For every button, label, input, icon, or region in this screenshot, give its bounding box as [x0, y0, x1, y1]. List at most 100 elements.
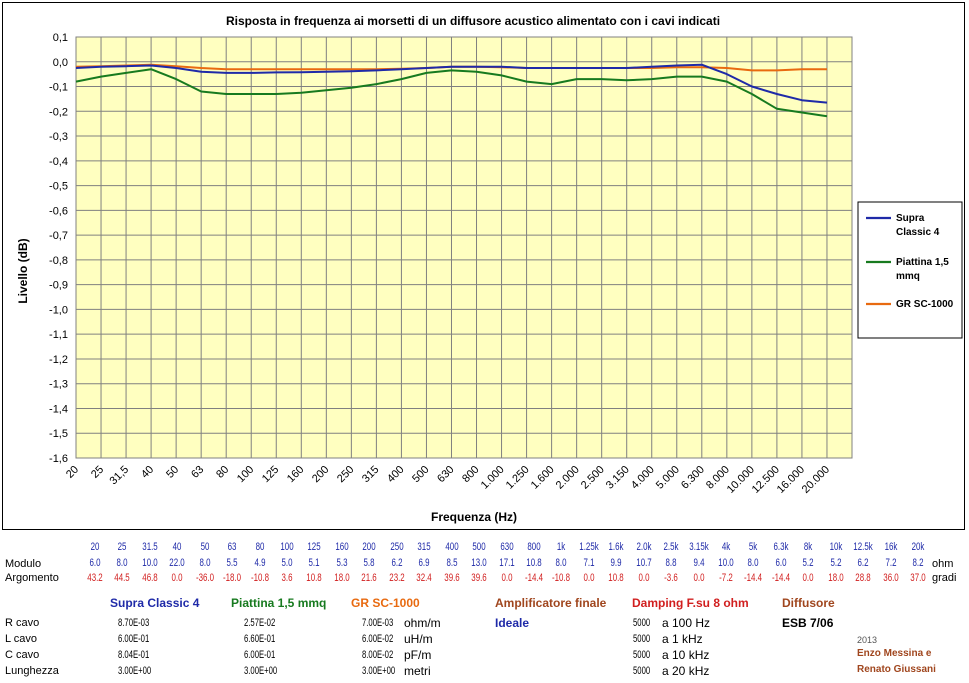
argomento-cell: -14.4 [744, 572, 763, 584]
y-tick-label: 0,0 [53, 57, 68, 69]
amplifier-title: Amplificatore finale [495, 596, 607, 610]
freq-cell: 2.0k [636, 541, 652, 553]
modulo-cell: 5.0 [281, 557, 293, 569]
freq-cell: 16k [884, 541, 897, 553]
modulo-cell: 6.2 [857, 557, 869, 569]
x-tick-label: 200 [310, 464, 331, 485]
argomento-cell: 0.0 [171, 572, 183, 584]
modulo-cell: 22.0 [169, 557, 186, 569]
y-tick-label: -0,3 [49, 131, 68, 143]
y-axis-label: Livello (dB) [16, 238, 30, 303]
x-tick-label: 2.500 [579, 464, 607, 492]
y-tick-label: -0,6 [49, 205, 68, 217]
x-tick-label: 40 [139, 464, 156, 481]
modulo-label: Modulo [5, 558, 42, 570]
x-tick-label: 250 [335, 464, 356, 485]
y-tick-label: -1,1 [49, 329, 68, 341]
argomento-cell: 44.5 [114, 572, 131, 584]
piattina-c: 6.00E-01 [244, 649, 276, 661]
freq-cell: 2.5k [663, 541, 679, 553]
argomento-cell: 46.8 [142, 572, 158, 584]
damping-title: Damping F.su 8 ohm [632, 596, 749, 610]
y-tick-label: -0,7 [49, 230, 68, 242]
legend: Supra Classic 4 Piattina 1,5 mmq GR SC-1… [857, 201, 963, 339]
x-tick-label: 500 [410, 464, 431, 485]
gr-c: 8.00E-02 [362, 649, 394, 661]
argomento-cell: 3.6 [281, 572, 293, 584]
modulo-cell: 10.8 [526, 557, 542, 569]
freq-cell: 1k [557, 541, 566, 553]
modulo-cell: 8.0 [555, 557, 567, 569]
gr-l: 6.00E-02 [362, 633, 394, 645]
chart-svg: Risposta in frequenza ai morsetti di un … [16, 14, 963, 524]
amplifier-value: Ideale [495, 616, 530, 630]
damping-value-1: 5000 [633, 617, 651, 629]
freq-cell: 315 [417, 541, 431, 553]
y-tick-label: -1,0 [49, 304, 68, 316]
damping-value-3: 5000 [633, 649, 651, 661]
x-tick-label: 2.000 [554, 464, 582, 492]
legend-label-piattina-2: mmq [896, 271, 920, 282]
argomento-cell: 10.8 [608, 572, 624, 584]
modulo-cell: 6.9 [418, 557, 430, 569]
argomento-cell: -14.4 [771, 572, 790, 584]
argomento-cell: -10.8 [552, 572, 571, 584]
modulo-cell: 10.0 [718, 557, 734, 569]
argomento-cell: 0.0 [802, 572, 814, 584]
gr-r: 7.00E-03 [362, 617, 394, 629]
x-tick-label: 1.000 [479, 464, 507, 492]
x-tick-label: 20.000 [800, 464, 832, 496]
modulo-unit: ohm [932, 558, 954, 570]
freq-cell: 50 [200, 541, 210, 553]
freq-cell: 250 [390, 541, 404, 553]
damping-label-1: a 100 Hz [662, 616, 711, 630]
argomento-cell: 36.0 [882, 572, 899, 584]
legend-label-supra-2: Classic 4 [896, 227, 940, 238]
argomento-cell: 0.0 [583, 572, 595, 584]
modulo-cell: 5.1 [308, 557, 320, 569]
argomento-cell: 18.0 [827, 572, 844, 584]
y-tick-label: 0,1 [53, 32, 68, 44]
freq-cell: 1.6k [608, 541, 624, 553]
argomento-label: Argomento [5, 572, 59, 584]
damping-label-3: a 10 kHz [662, 648, 710, 662]
x-tick-label: 315 [360, 464, 381, 485]
x-tick-label: 1.250 [504, 464, 532, 492]
row-label-l: L cavo [5, 633, 38, 645]
piattina-r: 2.57E-02 [244, 617, 276, 629]
freq-cell: 100 [280, 541, 294, 553]
argomento-cell: -3.6 [664, 572, 678, 584]
legend-box [857, 201, 963, 339]
x-tick-label: 800 [460, 464, 481, 485]
argomento-cell: -14.4 [524, 572, 543, 584]
speaker-title: Diffusore [782, 596, 835, 610]
argomento-cell: 39.6 [443, 572, 460, 584]
y-tick-label: -0,2 [49, 106, 68, 118]
row-label-length: Lunghezza [5, 665, 59, 677]
legend-label-supra-1: Supra [896, 213, 925, 224]
argomento-unit: gradi [932, 572, 957, 584]
freq-cell: 12.5k [853, 541, 873, 553]
freq-cell: 630 [499, 541, 514, 553]
supra-title: Supra Classic 4 [110, 596, 200, 610]
x-tick-label: 5.000 [654, 464, 682, 492]
x-tick-label: 63 [189, 464, 206, 481]
plot-area [75, 36, 853, 459]
speaker-model: ESB 7/06 [782, 616, 834, 630]
piattina-length: 3.00E+00 [244, 665, 278, 677]
argomento-cell: 10.8 [306, 572, 323, 584]
modulo-cell: 17.1 [498, 557, 515, 569]
modulo-cell: 6.0 [89, 557, 101, 569]
legend-label-piattina-1: Piattina 1,5 [896, 257, 949, 268]
modulo-cell: 5.8 [363, 557, 375, 569]
freq-cell: 25 [118, 541, 127, 553]
freq-cell: 31.5 [142, 541, 158, 553]
modulo-cell: 8.5 [446, 557, 458, 569]
argomento-cell: -36.0 [195, 572, 214, 584]
damping-value-2: 5000 [633, 633, 651, 645]
freq-cell: 800 [527, 541, 541, 553]
unit-c: pF/m [404, 648, 432, 662]
freq-cell: 500 [472, 541, 486, 553]
piattina-l: 6.60E-01 [244, 633, 276, 645]
argomento-cell: 0.0 [638, 572, 650, 584]
